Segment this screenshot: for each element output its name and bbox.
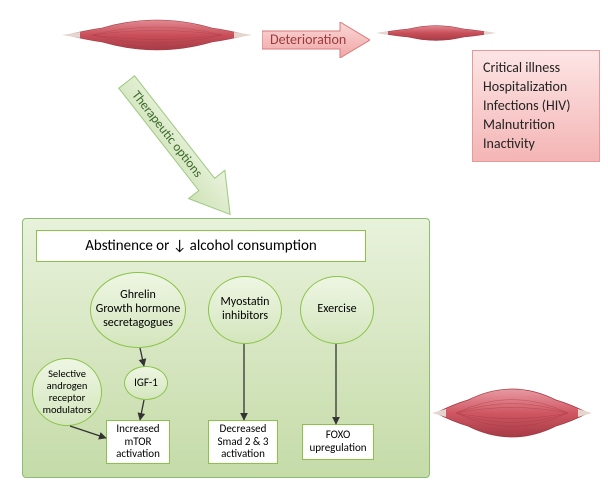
- risk-line: Inactivity: [483, 135, 589, 154]
- risk-line: Infections (HIV): [483, 97, 589, 116]
- ghrelin-circle: Ghrelin Growth hormone secretagogues: [90, 272, 186, 348]
- therapeutic-arrow: Therapeutic options: [104, 74, 254, 224]
- muscle-large: [62, 6, 252, 64]
- mtor-box: Increased mTOR activation: [106, 420, 170, 464]
- smad-box: Decreased Smad 2 & 3 activation: [208, 420, 278, 464]
- risk-line: Critical illness: [483, 59, 589, 78]
- myostatin-circle: Myostatin inhibitors: [208, 276, 282, 344]
- muscle-small: [376, 16, 496, 50]
- igf1-circle: IGF-1: [124, 366, 168, 400]
- abstinence-box: Abstinence or ↓ alcohol consumption: [36, 230, 366, 262]
- sarm-circle: Selective androgen receptor modulators: [32, 358, 102, 426]
- risk-line: Malnutrition: [483, 116, 589, 135]
- deterioration-label: Deterioration: [270, 31, 346, 48]
- abstinence-text: Abstinence or ↓ alcohol consumption: [85, 237, 317, 255]
- exercise-circle: Exercise: [300, 276, 374, 344]
- muscle-restored: [432, 370, 592, 456]
- foxo-box: FOXO upregulation: [302, 424, 374, 460]
- risk-factors-box: Critical illness Hospitalization Infecti…: [472, 50, 600, 162]
- risk-line: Hospitalization: [483, 78, 589, 97]
- therapeutic-label: Therapeutic options: [128, 88, 205, 180]
